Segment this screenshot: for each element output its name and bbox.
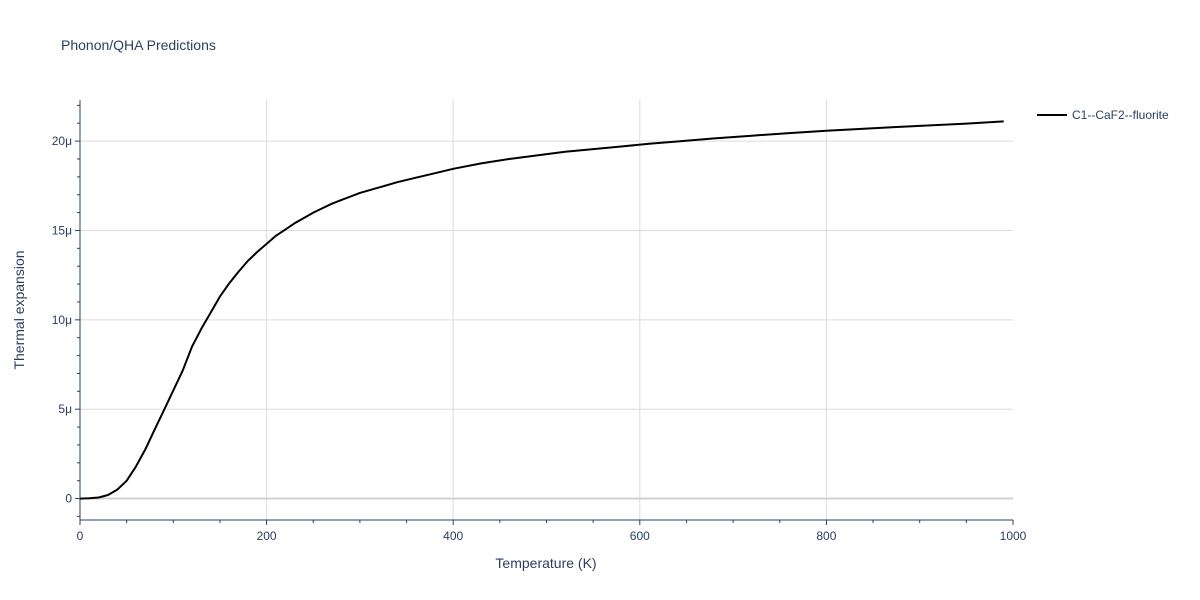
x-axis-ticks: 0 200 400 600 800 1000 [77,520,1027,543]
series-line-0 [79,120,1004,500]
chart-title: Phonon/QHA Predictions [61,37,216,53]
x-tick-label: 400 [443,529,463,543]
y-tick-label: 20μ [52,134,72,148]
y-tick-label: 5μ [58,402,72,416]
y-axis-title: Thermal expansion [11,250,27,369]
legend[interactable]: C1--CaF2--fluorite [1037,108,1169,122]
x-axis-title: Temperature (K) [495,555,596,571]
legend-label-0: C1--CaF2--fluorite [1072,108,1169,122]
series-layer [79,120,1004,500]
axes [79,100,1013,521]
y-tick-label: 10μ [52,313,72,327]
x-tick-label: 600 [630,529,650,543]
y-axis-ticks: 0 5μ 10μ 15μ 20μ [52,104,80,517]
y-tick-label: 0 [65,492,72,506]
x-tick-label: 800 [816,529,836,543]
x-tick-label: 0 [77,529,84,543]
grid [80,100,1013,520]
x-tick-label: 1000 [1000,529,1027,543]
x-tick-label: 200 [257,529,277,543]
y-tick-label: 15μ [52,223,72,237]
